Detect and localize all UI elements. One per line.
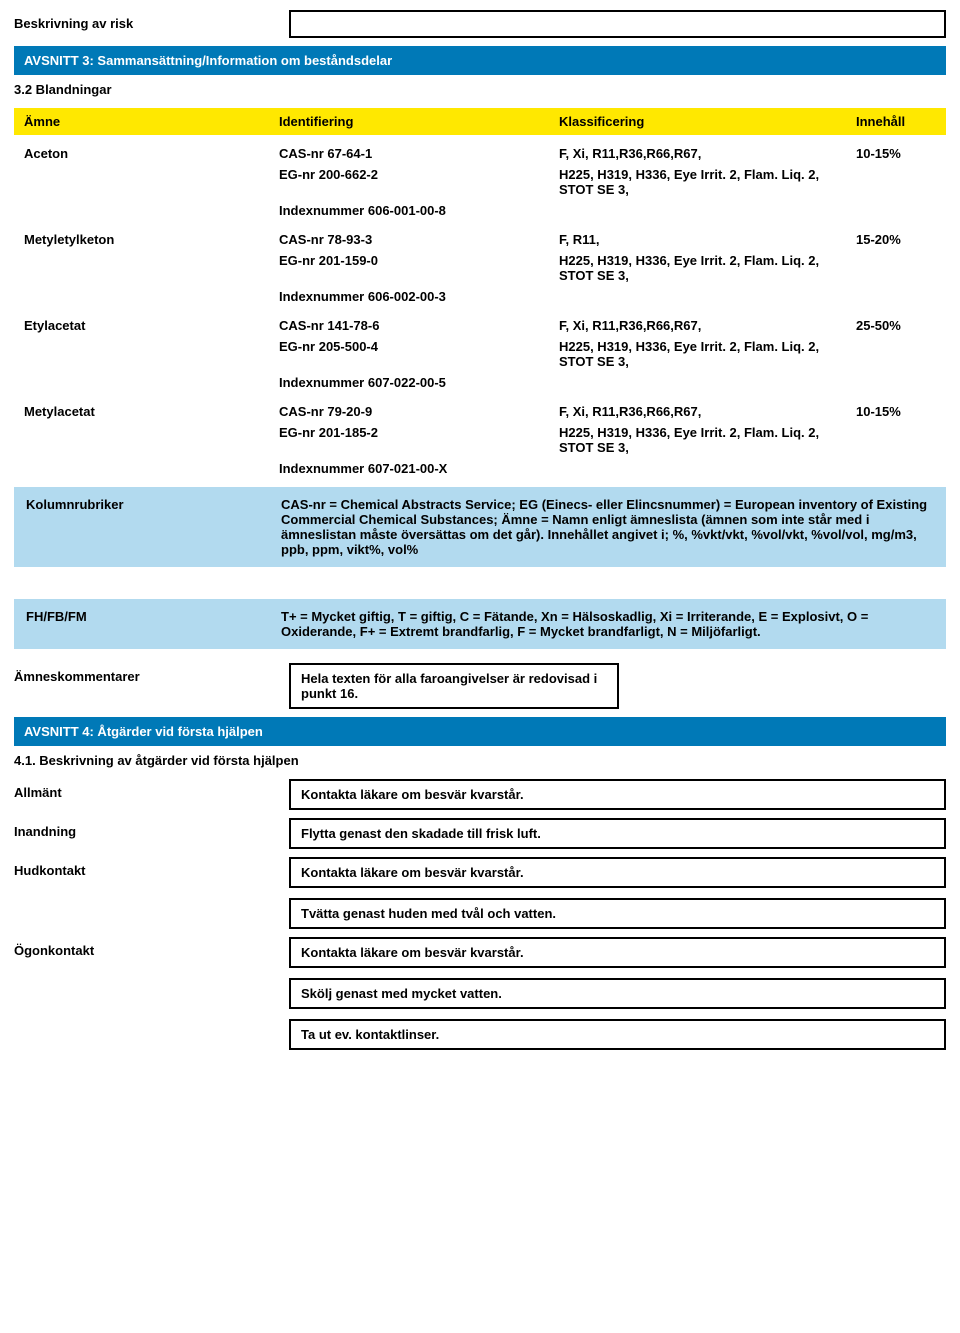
table-row: Indexnummer 606-002-00-3	[14, 286, 946, 307]
table-row: Indexnummer 607-021-00-X	[14, 458, 946, 479]
substance-amount: 10-15%	[856, 146, 936, 161]
section-3-header: AVSNITT 3: Sammansättning/Information om…	[14, 46, 946, 75]
col-header-klass: Klassificering	[559, 114, 856, 129]
substance-amount: 10-15%	[856, 404, 936, 419]
col-header-ident: Identifiering	[279, 114, 559, 129]
ogonkontakt-text2: Skölj genast med mycket vatten.	[289, 978, 946, 1009]
substance-cas: CAS-nr 79-20-9	[279, 404, 559, 419]
allmant-row: Allmänt Kontakta läkare om besvär kvarst…	[14, 779, 946, 810]
risk-label: Beskrivning av risk	[14, 10, 279, 38]
ogonkontakt-text1: Kontakta läkare om besvär kvarstår.	[289, 937, 946, 968]
substance-block: Metyletylketon CAS-nr 78-93-3 F, R11, 15…	[14, 229, 946, 307]
kolumnrubriker-label: Kolumnrubriker	[26, 497, 281, 557]
substance-eg: EG-nr 200-662-2	[279, 167, 559, 197]
col-header-inneh: Innehåll	[856, 114, 936, 129]
substance-class2: H225, H319, H336, Eye Irrit. 2, Flam. Li…	[559, 253, 856, 283]
substance-name: Aceton	[24, 146, 279, 161]
ogonkontakt-text3: Ta ut ev. kontaktlinser.	[289, 1019, 946, 1050]
table-row: Indexnummer 606-001-00-8	[14, 200, 946, 221]
substance-eg: EG-nr 201-159-0	[279, 253, 559, 283]
kolumnrubriker-row: Kolumnrubriker CAS-nr = Chemical Abstrac…	[14, 487, 946, 567]
substance-name: Etylacetat	[24, 318, 279, 333]
substance-name: Metylacetat	[24, 404, 279, 419]
allmant-text: Kontakta läkare om besvär kvarstår.	[289, 779, 946, 810]
substance-eg: EG-nr 205-500-4	[279, 339, 559, 369]
substance-amount: 25-50%	[856, 318, 936, 333]
ogonkontakt-label: Ögonkontakt	[14, 937, 279, 1050]
section-4-subheader: 4.1. Beskrivning av åtgärder vid första …	[14, 752, 946, 769]
table-row: EG-nr 201-159-0 H225, H319, H336, Eye Ir…	[14, 250, 946, 286]
ogonkontakt-row: Ögonkontakt Kontakta läkare om besvär kv…	[14, 937, 946, 1050]
substance-class1: F, Xi, R11,R36,R66,R67,	[559, 404, 856, 419]
substance-cas: CAS-nr 78-93-3	[279, 232, 559, 247]
table-row: Metyletylketon CAS-nr 78-93-3 F, R11, 15…	[14, 229, 946, 250]
table-row: EG-nr 200-662-2 H225, H319, H336, Eye Ir…	[14, 164, 946, 200]
substance-cas: CAS-nr 141-78-6	[279, 318, 559, 333]
substance-index: Indexnummer 606-001-00-8	[279, 203, 559, 218]
substance-index: Indexnummer 606-002-00-3	[279, 289, 559, 304]
hudkontakt-label: Hudkontakt	[14, 857, 279, 929]
substance-block: Metylacetat CAS-nr 79-20-9 F, Xi, R11,R3…	[14, 401, 946, 479]
hudkontakt-text1: Kontakta läkare om besvär kvarstår.	[289, 857, 946, 888]
substance-eg: EG-nr 201-185-2	[279, 425, 559, 455]
table-row: Etylacetat CAS-nr 141-78-6 F, Xi, R11,R3…	[14, 315, 946, 336]
substance-cas: CAS-nr 67-64-1	[279, 146, 559, 161]
section-4-header: AVSNITT 4: Åtgärder vid första hjälpen	[14, 717, 946, 746]
substance-block: Aceton CAS-nr 67-64-1 F, Xi, R11,R36,R66…	[14, 143, 946, 221]
fhfbfm-row: FH/FB/FM T+ = Mycket giftig, T = giftig,…	[14, 599, 946, 649]
substance-class1: F, Xi, R11,R36,R66,R67,	[559, 318, 856, 333]
risk-row: Beskrivning av risk	[14, 10, 946, 38]
fhfbfm-text: T+ = Mycket giftig, T = giftig, C = Fäta…	[281, 609, 934, 639]
col-header-amne: Ämne	[24, 114, 279, 129]
substance-class2: H225, H319, H336, Eye Irrit. 2, Flam. Li…	[559, 167, 856, 197]
substance-class2: H225, H319, H336, Eye Irrit. 2, Flam. Li…	[559, 425, 856, 455]
table-row: EG-nr 205-500-4 H225, H319, H336, Eye Ir…	[14, 336, 946, 372]
table-row: Metylacetat CAS-nr 79-20-9 F, Xi, R11,R3…	[14, 401, 946, 422]
substance-index: Indexnummer 607-022-00-5	[279, 375, 559, 390]
section-3-subheader: 3.2 Blandningar	[14, 81, 946, 98]
inandning-label: Inandning	[14, 818, 279, 849]
substance-index: Indexnummer 607-021-00-X	[279, 461, 559, 476]
kolumnrubriker-text: CAS-nr = Chemical Abstracts Service; EG …	[281, 497, 934, 557]
substance-class1: F, Xi, R11,R36,R66,R67,	[559, 146, 856, 161]
amneskommentarer-text: Hela texten för alla faroangivelser är r…	[289, 663, 619, 709]
substance-class1: F, R11,	[559, 232, 856, 247]
inandning-row: Inandning Flytta genast den skadade till…	[14, 818, 946, 849]
inandning-text: Flytta genast den skadade till frisk luf…	[289, 818, 946, 849]
amneskommentarer-row: Ämneskommentarer Hela texten för alla fa…	[14, 663, 946, 709]
allmant-label: Allmänt	[14, 779, 279, 810]
hudkontakt-text2: Tvätta genast huden med tvål och vatten.	[289, 898, 946, 929]
amneskommentarer-label: Ämneskommentarer	[14, 663, 279, 709]
table-row: Aceton CAS-nr 67-64-1 F, Xi, R11,R36,R66…	[14, 143, 946, 164]
risk-value-box	[289, 10, 946, 38]
substance-column-headers: Ämne Identifiering Klassificering Innehå…	[14, 108, 946, 135]
substance-name: Metyletylketon	[24, 232, 279, 247]
substance-amount: 15-20%	[856, 232, 936, 247]
fhfbfm-label: FH/FB/FM	[26, 609, 281, 639]
table-row: EG-nr 201-185-2 H225, H319, H336, Eye Ir…	[14, 422, 946, 458]
hudkontakt-row: Hudkontakt Kontakta läkare om besvär kva…	[14, 857, 946, 929]
substance-class2: H225, H319, H336, Eye Irrit. 2, Flam. Li…	[559, 339, 856, 369]
substance-block: Etylacetat CAS-nr 141-78-6 F, Xi, R11,R3…	[14, 315, 946, 393]
table-row: Indexnummer 607-022-00-5	[14, 372, 946, 393]
